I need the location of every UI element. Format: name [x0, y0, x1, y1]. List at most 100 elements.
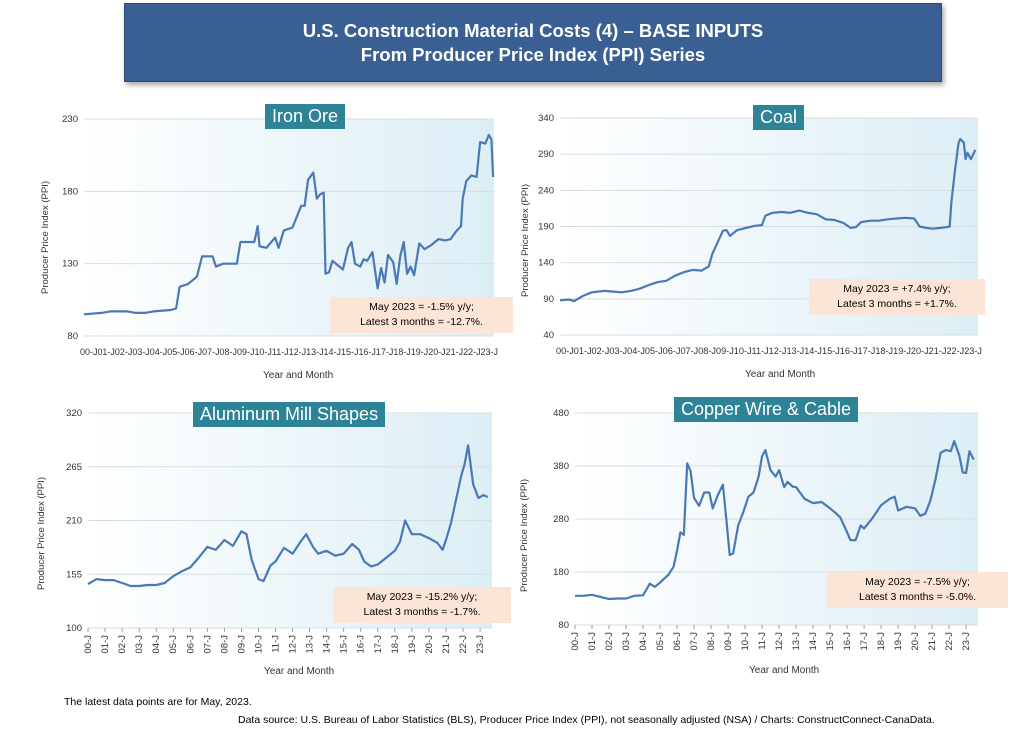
aluminum-x-tick-label: 08-J — [219, 635, 230, 654]
coal-x-tick-labels: 00-J01-J02-J03-J04-J05-J06-J07-J08-J09-J… — [556, 346, 982, 357]
aluminum-x-tick-label: 05-J — [168, 635, 179, 654]
iron-ore-x-tick-labels: 00-J01-J02-J03-J04-J05-J06-J07-J08-J09-J… — [80, 347, 498, 358]
aluminum-annotation-line1: May 2023 = -15.2% y/y; — [366, 591, 478, 603]
copper-x-tick-label: 16-J — [842, 632, 853, 651]
aluminum-x-tick-label: 18-J — [390, 635, 401, 654]
iron-ore-title: Iron Ore — [265, 104, 346, 129]
copper-x-tick-label: 23-J — [961, 632, 972, 651]
aluminum-x-tick-label: 07-J — [202, 635, 213, 654]
coal-annotation: May 2023 = +7.4% y/y; Latest 3 months = … — [809, 279, 985, 315]
copper-x-tick-label: 18-J — [876, 632, 887, 651]
footnote-source: Data source: U.S. Bureau of Labor Statis… — [238, 714, 935, 726]
copper-annotation-line2: Latest 3 months = -5.0%. — [858, 591, 977, 603]
iron-ore-annotation-line2: Latest 3 months = -12.7%. — [360, 316, 483, 328]
iron-ore-annotation: May 2023 = -1.5% y/y; Latest 3 months = … — [330, 297, 513, 333]
aluminum-y-tick-label: 155 — [66, 569, 82, 580]
copper-x-tick-label: 08-J — [706, 632, 717, 651]
coal-y-tick-label: 290 — [538, 149, 554, 160]
coal-y-tick-label: 40 — [543, 330, 554, 341]
copper-y-axis-label: Producer Price Index (PPI) — [519, 479, 530, 592]
copper-x-tick-label: 10-J — [740, 632, 751, 651]
copper-annotation: May 2023 = -7.5% y/y; Latest 3 months = … — [827, 572, 1008, 608]
aluminum-x-tick-label: 19-J — [407, 635, 418, 654]
aluminum-x-tick-label: 09-J — [236, 635, 247, 654]
coal-y-tick-label: 340 — [538, 113, 554, 124]
aluminum-y-tick-label: 210 — [66, 516, 82, 527]
aluminum-x-tick-label: 23-J — [475, 635, 486, 654]
copper-x-tick-label: 04-J — [638, 632, 649, 651]
copper-x-tick-label: 12-J — [774, 632, 785, 651]
aluminum-y-tick-label: 100 — [66, 623, 82, 634]
coal-series-line — [559, 137, 977, 303]
coal-x-axis-label: Year and Month — [745, 369, 816, 380]
aluminum-x-tick-label: 04-J — [151, 635, 162, 654]
aluminum-y-axis-label: Producer Price Index (PPI) — [36, 477, 47, 590]
aluminum-x-axis-label: Year and Month — [264, 666, 335, 677]
iron-ore-y-tick-label: 230 — [62, 114, 78, 125]
iron-ore-y-axis-label: Producer Price Index (PPI) — [40, 181, 51, 294]
chart-banner: U.S. Construction Material Costs (4) – B… — [124, 3, 942, 82]
coal-annotation-line2: Latest 3 months = +1.7%. — [837, 298, 957, 310]
copper-x-tick-label: 06-J — [672, 632, 683, 651]
aluminum-x-tick-label: 16-J — [356, 635, 367, 654]
copper-y-tick-label: 380 — [553, 461, 569, 472]
aluminum-chart-svg: 100 155 210 265 320 00-J 01-J 02-J 03-J 04-J 05-J 0… — [66, 408, 492, 654]
copper-y-tick-label: 280 — [553, 514, 569, 525]
aluminum-x-tick-label: 00-J — [83, 635, 94, 654]
aluminum-x-tick-label: 03-J — [134, 635, 145, 654]
copper-x-tick-label: 09-J — [723, 632, 734, 651]
copper-chart-svg: 80 180 280 380 480 00-J 01-J 02-J 03-J 04-J 05-J 06… — [553, 408, 978, 651]
aluminum-y-tick-label: 320 — [66, 408, 82, 419]
copper-x-tick-label: 13-J — [791, 632, 802, 651]
copper-title: Copper Wire & Cable — [674, 397, 859, 422]
aluminum-x-tick-label: 01-J — [100, 635, 111, 654]
copper-x-tick-label: 02-J — [604, 632, 615, 651]
banner-title: U.S. Construction Material Costs (4) – B… — [302, 20, 764, 41]
copper-x-tick-label: 21-J — [927, 632, 938, 651]
copper-x-tick-label: 14-J — [808, 632, 819, 651]
aluminum-x-tick-label: 22-J — [458, 635, 469, 654]
aluminum-title: Aluminum Mill Shapes — [193, 402, 386, 427]
iron-ore-y-tick-label: 80 — [67, 331, 78, 342]
aluminum-x-tick-label: 12-J — [288, 635, 299, 654]
iron-ore-chart-svg: 80 130 180 230 00-J01-J02-J03-J04-J05-J06-J0… — [62, 114, 498, 358]
aluminum-annotation-line2: Latest 3 months = -1.7%. — [363, 606, 481, 618]
aluminum-x-tick-label: 13-J — [305, 635, 316, 654]
copper-x-tick-label: 07-J — [689, 632, 700, 651]
copper-x-tick-label: 15-J — [825, 632, 836, 651]
coal-chart-svg: 40 90 140 190 240 290 340 00-J01-J02-J03-J04-J0… — [538, 113, 982, 357]
copper-x-tick-label: 11-J — [757, 632, 768, 650]
coal-y-tick-label: 190 — [538, 222, 554, 233]
iron-ore-y-tick-label: 130 — [62, 259, 78, 270]
copper-series-line — [575, 440, 975, 601]
copper-x-tick-label: 17-J — [859, 632, 870, 651]
banner-subtitle: From Producer Price Index (PPI) Series — [360, 44, 706, 65]
coal-y-tick-label: 90 — [543, 294, 554, 305]
aluminum-x-tick-label: 21-J — [441, 635, 452, 654]
aluminum-annotation: May 2023 = -15.2% y/y; Latest 3 months =… — [333, 587, 511, 623]
coal-y-axis-label: Producer Price Index (PPI) — [520, 184, 531, 297]
aluminum-x-tick-label: 17-J — [373, 635, 384, 654]
copper-x-tick-label: 19-J — [893, 632, 904, 651]
iron-ore-x-axis-label: Year and Month — [263, 370, 334, 381]
copper-x-tick-label: 22-J — [944, 632, 955, 651]
aluminum-x-tick-label: 10-J — [253, 635, 264, 654]
coal-annotation-line1: May 2023 = +7.4% y/y; — [843, 283, 951, 295]
copper-x-tick-label: 00-J — [570, 632, 581, 651]
chart-panel-iron-ore: 80 130 180 230 00-J01-J02-J03-J04-J05-J06-J0… — [0, 96, 512, 396]
iron-ore-y-tick-label: 180 — [62, 186, 78, 197]
chart-panel-aluminum: 100 155 210 265 320 00-J 01-J 02-J 03-J 04-J 05-J 0… — [0, 400, 512, 700]
iron-ore-annotation-line1: May 2023 = -1.5% y/y; — [369, 301, 474, 313]
chart-panel-coal: 40 90 140 190 240 290 340 00-J01-J02-J03-J04-J0… — [512, 96, 1024, 396]
aluminum-x-tick-label: 20-J — [424, 635, 435, 654]
copper-y-tick-label: 480 — [553, 408, 569, 419]
copper-x-tick-label: 05-J — [655, 632, 666, 651]
copper-y-tick-label: 180 — [553, 567, 569, 578]
coal-y-tick-label: 240 — [538, 185, 554, 196]
aluminum-x-tick-label: 06-J — [185, 635, 196, 654]
copper-x-tick-label: 20-J — [910, 632, 921, 651]
copper-x-axis-label: Year and Month — [749, 665, 820, 676]
copper-y-tick-label: 80 — [558, 620, 569, 631]
aluminum-x-tick-label: 02-J — [117, 635, 128, 654]
aluminum-series-line — [87, 444, 489, 588]
